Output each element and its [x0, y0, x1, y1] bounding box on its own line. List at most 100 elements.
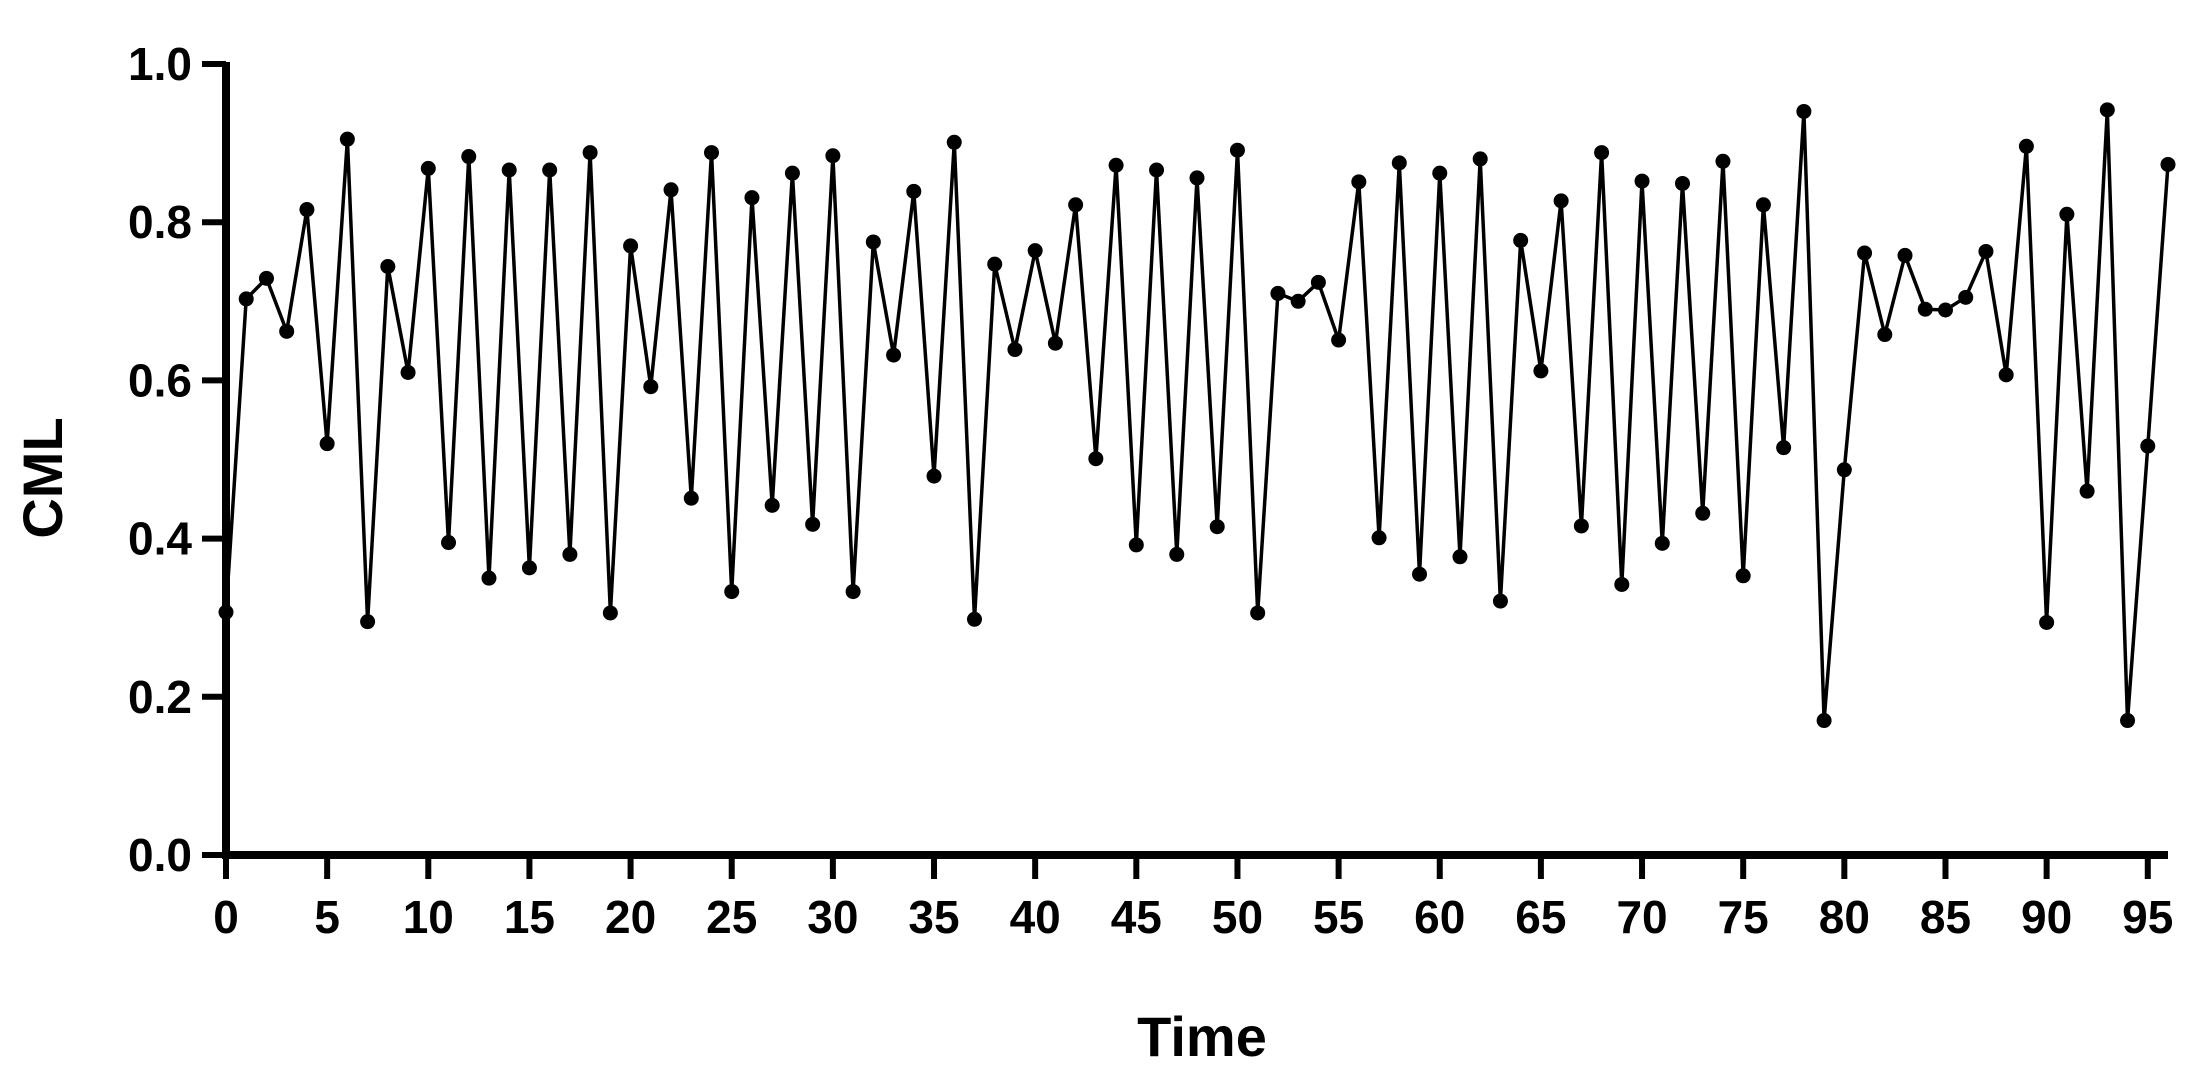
data-point: [663, 182, 679, 198]
data-point: [1189, 170, 1205, 186]
data-point: [2140, 438, 2156, 454]
y-tick-label: 0.0: [128, 829, 192, 881]
data-point: [238, 291, 254, 307]
x-tick-label: 70: [1616, 891, 1667, 943]
x-tick-label: 0: [213, 891, 239, 943]
data-point: [1351, 174, 1367, 190]
x-tick-label: 30: [807, 891, 858, 943]
data-point: [461, 149, 477, 165]
x-tick-label: 25: [706, 891, 757, 943]
x-tick-label: 80: [1819, 891, 1870, 943]
data-point: [1594, 145, 1610, 161]
data-point: [2120, 713, 2136, 729]
data-point: [886, 347, 902, 363]
data-point: [966, 611, 982, 627]
data-point: [2079, 483, 2095, 499]
data-point: [1675, 175, 1690, 191]
data-point: [1229, 142, 1245, 158]
x-tick-label: 85: [1920, 891, 1971, 943]
y-tick-label: 0.8: [128, 196, 192, 248]
data-point: [562, 546, 578, 562]
data-point: [1513, 232, 1529, 248]
data-point: [744, 190, 760, 206]
data-point: [1958, 289, 1974, 305]
data-point: [683, 490, 699, 506]
data-point: [1917, 301, 1933, 317]
data-point: [784, 165, 800, 181]
data-point: [279, 323, 295, 339]
x-tick-label: 10: [403, 891, 454, 943]
x-axis: 0 5 10 15 20 25 30 35 40 45 50 55 60 65 70 75 80 85 90 95: [213, 851, 2173, 943]
data-point: [1796, 103, 1812, 119]
data-point: [1755, 197, 1771, 213]
data-point: [1472, 151, 1488, 167]
data-point: [1209, 519, 1225, 535]
data-point: [865, 234, 881, 250]
data-point: [704, 145, 719, 161]
data-point: [2160, 156, 2176, 172]
data-point: [1027, 243, 1043, 259]
data-point: [1553, 193, 1569, 209]
data-point: [926, 468, 942, 484]
data-point: [1452, 549, 1468, 565]
y-tick-label: 0.4: [128, 513, 192, 565]
data-point: [623, 238, 639, 254]
x-axis-title: Time: [1137, 1005, 1267, 1068]
x-tick-label: 65: [1515, 891, 1566, 943]
data-point: [1047, 335, 1063, 351]
data-point: [1250, 605, 1266, 621]
data-point: [582, 145, 598, 161]
x-tick-label: 75: [1718, 891, 1769, 943]
data-point: [825, 148, 841, 164]
x-tick-label: 40: [1010, 891, 1061, 943]
data-point: [1998, 367, 2014, 383]
data-point: [805, 516, 821, 532]
data-point: [1432, 165, 1448, 181]
data-point: [360, 614, 376, 630]
data-point: [1533, 363, 1549, 379]
data-point: [218, 604, 234, 620]
data-point: [1634, 173, 1650, 189]
data-point: [1695, 505, 1711, 521]
data-point: [1088, 451, 1104, 467]
data-point: [1492, 593, 1508, 609]
data-point: [319, 436, 335, 452]
data-point: [1836, 462, 1852, 478]
data-point: [2039, 614, 2055, 630]
data-point: [1128, 537, 1144, 553]
data-point: [1391, 155, 1407, 171]
data-point: [1735, 568, 1751, 584]
x-tick-label: 95: [2122, 891, 2173, 943]
y-tick-label: 0.6: [128, 354, 192, 406]
data-point: [1290, 293, 1306, 309]
data-point: [380, 258, 396, 274]
x-tick-label: 90: [2021, 891, 2072, 943]
data-point: [299, 202, 315, 218]
data-point: [1108, 157, 1124, 173]
data-point: [764, 497, 780, 513]
data-point: [946, 134, 962, 150]
data-point: [501, 162, 517, 178]
data-point: [1149, 162, 1165, 178]
data-point: [1310, 274, 1326, 290]
data-point: [2099, 102, 2115, 118]
x-tick-label: 15: [504, 891, 555, 943]
data-point: [643, 379, 659, 395]
data-point: [1897, 247, 1913, 263]
data-point: [521, 560, 537, 576]
data-point: [1412, 566, 1428, 582]
data-point: [400, 364, 416, 380]
data-point: [2059, 206, 2075, 222]
x-tick-label: 50: [1212, 891, 1263, 943]
data-point: [258, 270, 274, 286]
data-point: [1371, 530, 1387, 546]
data-point: [1978, 243, 1994, 259]
x-tick-label: 5: [314, 891, 340, 943]
data-point: [1007, 342, 1023, 358]
data-point: [481, 570, 497, 586]
data-point: [1573, 518, 1589, 534]
data-point: [339, 131, 355, 147]
data-point: [845, 584, 861, 600]
x-tick-label: 20: [605, 891, 656, 943]
